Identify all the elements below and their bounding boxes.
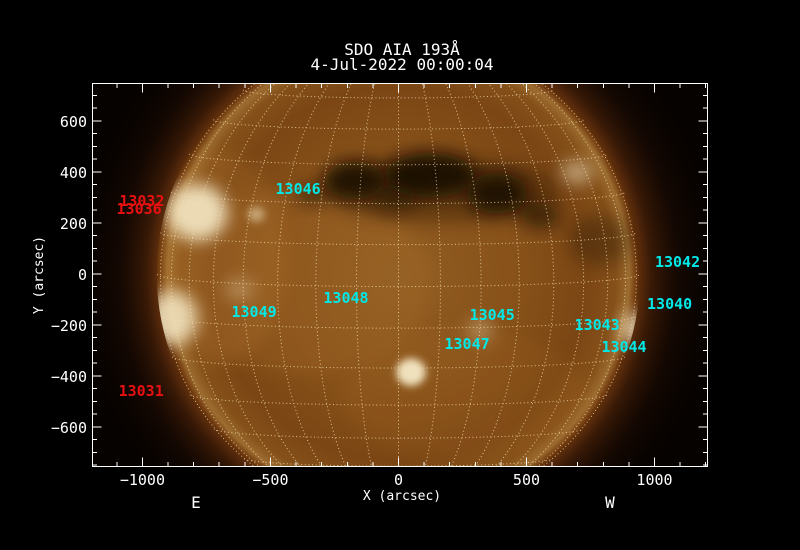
solar-image-layer bbox=[92, 83, 708, 467]
image-timestamp: 4-Jul-2022 00:00:04 bbox=[310, 55, 494, 74]
bright-active-region bbox=[467, 318, 493, 342]
image-title: SDO AIA 193Å bbox=[344, 40, 460, 59]
coronal-hole bbox=[519, 202, 561, 229]
bright-active-region bbox=[224, 277, 256, 301]
shading-patch bbox=[342, 330, 588, 463]
west-limb-marker: W bbox=[605, 493, 615, 512]
coronal-hole bbox=[383, 152, 477, 198]
coronal-hole bbox=[294, 184, 327, 206]
axis-box bbox=[92, 83, 708, 467]
coronal-hole bbox=[466, 172, 528, 214]
coronal-hole bbox=[569, 214, 631, 266]
east-limb-marker: E bbox=[191, 493, 201, 512]
bright-active-region bbox=[396, 358, 426, 386]
bright-active-region bbox=[247, 206, 265, 222]
y-axis-title: Y (arcsec) bbox=[32, 235, 47, 315]
x-axis-title: X (arcsec) bbox=[362, 489, 442, 504]
bright-active-region bbox=[166, 183, 228, 241]
axes-layer bbox=[92, 83, 708, 467]
disk-features bbox=[156, 151, 641, 463]
coronal-hole bbox=[324, 161, 386, 200]
bright-active-region bbox=[560, 160, 595, 185]
coronal-hole bbox=[370, 184, 417, 211]
